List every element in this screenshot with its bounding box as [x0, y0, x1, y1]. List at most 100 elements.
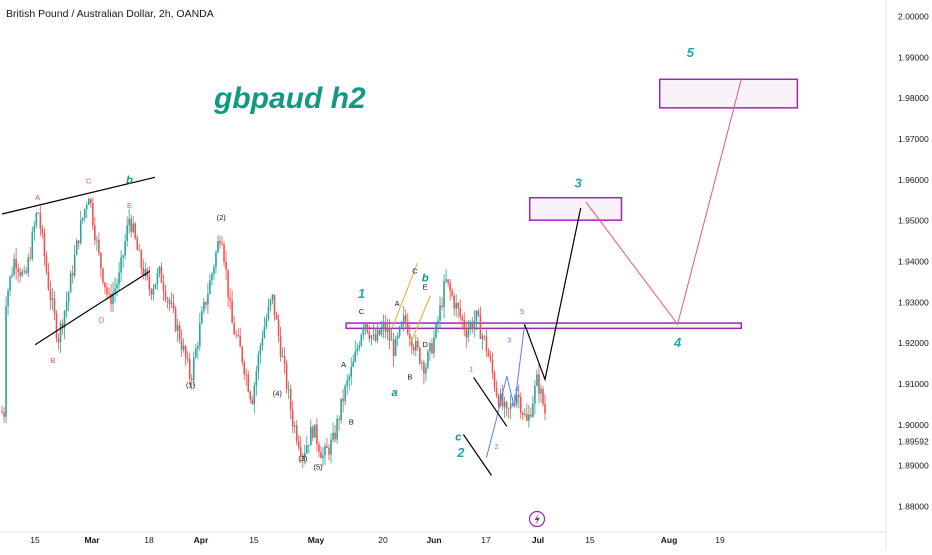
candle: [495, 380, 498, 398]
candle: [19, 267, 21, 282]
candle-body: [511, 403, 514, 405]
candle-body: [463, 320, 466, 331]
candle: [203, 297, 205, 315]
candle-body: [43, 233, 46, 257]
candle: [134, 221, 137, 241]
wave-label: B: [349, 417, 354, 426]
candle-body: [265, 318, 268, 327]
candle: [225, 250, 227, 280]
candle-body: [421, 362, 423, 364]
wave-label: A: [395, 299, 400, 308]
candle: [73, 244, 76, 279]
candle-body: [473, 320, 476, 329]
candle-body: [495, 387, 498, 397]
candle-body: [168, 300, 171, 304]
candle: [87, 197, 90, 205]
candle: [245, 368, 248, 386]
candle: [39, 205, 42, 237]
candle: [77, 240, 80, 250]
candle: [279, 326, 282, 362]
candle-body: [493, 373, 496, 388]
candle: [199, 312, 201, 352]
candle-body: [67, 292, 70, 302]
candle: [459, 299, 462, 322]
candle-body: [310, 426, 312, 446]
time-axis[interactable]: 15 Mar 18 Apr 15 May 20 Jun 17 Jul 15 Aug 19: [0, 531, 885, 545]
candle: [211, 271, 213, 286]
candle: [275, 311, 278, 320]
candle: [114, 277, 116, 303]
candle-body: [110, 293, 112, 305]
candle: [318, 441, 320, 458]
candle-body: [259, 345, 262, 355]
candle: [9, 275, 11, 297]
candle-body: [207, 294, 209, 305]
price-axis[interactable]: 2.00000 1.99000 1.98000 1.97000 1.96000 1.950…: [885, 0, 929, 550]
candle: [469, 320, 472, 335]
candle: [386, 318, 389, 340]
candle: [67, 290, 70, 311]
candle: [65, 291, 68, 318]
candle: [415, 334, 417, 357]
candle: [485, 329, 488, 358]
candle-body: [534, 385, 536, 404]
wave-label: D: [99, 315, 105, 324]
wave-label: 3: [507, 336, 511, 345]
candle: [136, 234, 139, 251]
candle-body: [205, 301, 207, 305]
candle-body: [505, 402, 508, 409]
candle-body: [398, 326, 401, 336]
candle: [404, 309, 407, 330]
candle-body: [507, 408, 510, 410]
candle: [176, 318, 179, 342]
candle-body: [142, 267, 145, 277]
candle: [215, 249, 217, 274]
candle: [532, 395, 534, 418]
candle-body: [25, 270, 28, 274]
candle-body: [120, 257, 122, 273]
candle: [306, 435, 308, 455]
candle: [289, 384, 292, 420]
candle: [544, 394, 546, 421]
candle: [455, 294, 457, 318]
candle-body: [49, 289, 52, 300]
candle-body: [326, 445, 328, 448]
candle-body: [17, 268, 19, 273]
candle: [439, 296, 441, 329]
candle-body: [75, 240, 78, 255]
candle: [501, 384, 504, 410]
candle: [85, 201, 88, 219]
price-tick-label: 1.89592: [898, 436, 929, 446]
candle: [265, 313, 268, 330]
candle-body: [279, 335, 282, 357]
candle-body: [388, 329, 391, 341]
candle-body: [81, 217, 84, 221]
candle: [37, 212, 40, 215]
candle-body: [19, 272, 21, 276]
candle: [320, 446, 322, 459]
candle: [269, 298, 272, 312]
candle-body: [90, 199, 92, 204]
candle: [201, 306, 203, 325]
candle-body: [269, 299, 272, 307]
candle-body: [126, 225, 128, 242]
wave-label: (2): [217, 213, 227, 222]
symbol-title: British Pound / Australian Dollar, 2h, O…: [6, 8, 214, 20]
candle: [11, 266, 13, 279]
wave-label: 4: [515, 385, 519, 394]
candle-body: [130, 218, 132, 232]
candle: [138, 243, 141, 252]
candle-body: [275, 315, 278, 320]
candle-body: [521, 412, 524, 415]
candle-body: [156, 273, 159, 284]
candle: [384, 314, 387, 339]
candle-body: [287, 388, 290, 390]
candle: [524, 408, 526, 418]
candle-body: [134, 223, 137, 239]
candle: [33, 220, 36, 241]
candle-body: [291, 410, 294, 427]
tradingview-logo[interactable]: [528, 510, 546, 528]
candle: [180, 329, 183, 357]
